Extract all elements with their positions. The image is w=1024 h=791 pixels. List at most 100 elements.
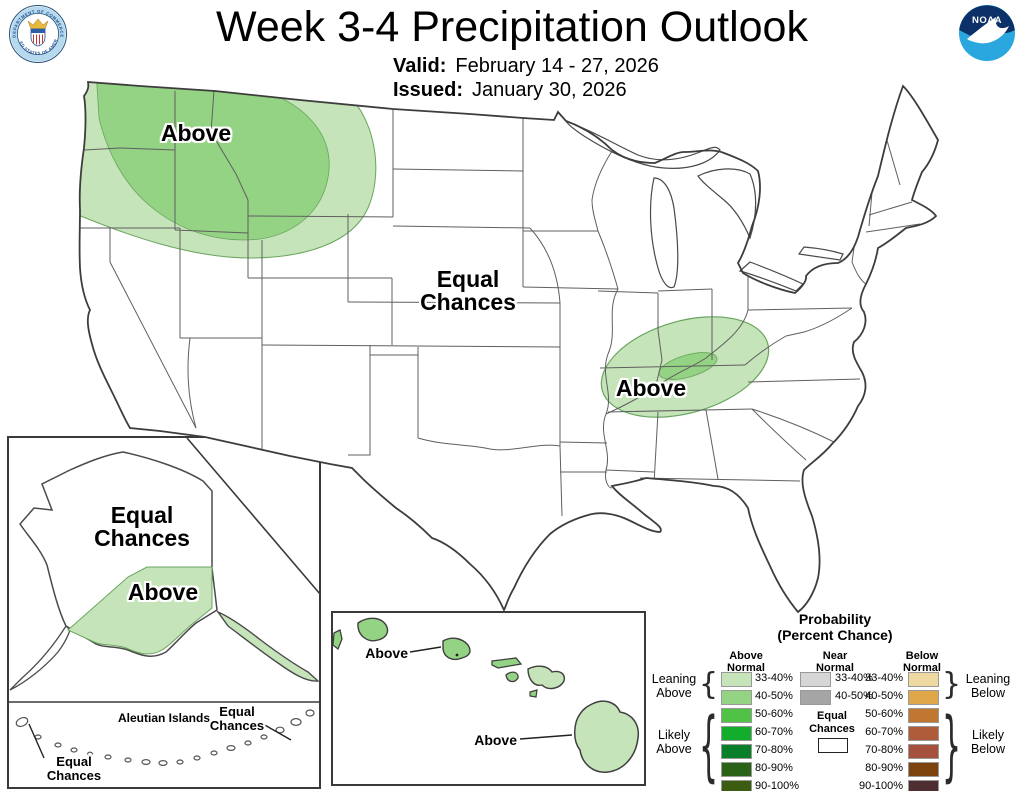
island-oahu [442,637,471,661]
legend-range-above-60-70: 60-70% [755,726,793,738]
legend-swatch-above-90-100 [721,780,752,791]
noaa-logo: NOAA [959,5,1015,61]
lake-huron [697,168,757,240]
aleutian-equal-right-line2: Chances [209,718,265,733]
state-borders [80,90,921,517]
noaa-logo-text: NOAA [972,15,1002,26]
likely-below-line1: Likely [972,728,1004,742]
legend-leaning-above: Leaning Above [648,672,700,700]
hawaii-pointer-big-island [519,734,573,740]
island-maui [527,665,566,690]
legend-swatch-below-80-90 [908,762,939,777]
legend-range-below-33-40: 33-40% [865,672,903,684]
aleutian-islands-chain [15,709,315,766]
legend-range-above-33-40: 33-40% [755,672,793,684]
lake-ontario [797,246,844,261]
probability-legend: Probability (Percent Chance) Above Norma… [648,604,1022,791]
above-header-line1: Above [729,650,763,662]
doc-shield-stripes [33,34,43,45]
alaska-panhandle-above-region [215,610,320,682]
aleutian-equal-left-line2: Chances [46,768,102,783]
island-kahoolawe [529,689,538,698]
legend-equal-line2: Chances [809,723,855,735]
legend-swatch-above-50-60 [721,708,752,723]
brace-likely-above-icon: { [699,703,719,791]
legend-likely-above: Likely Above [648,728,700,756]
conus-map [78,81,939,614]
legend-swatch-above-60-70 [721,726,752,741]
valid-row: Valid: February 14 - 27, 2026 [393,54,659,78]
lake-superior [564,119,721,169]
legend-range-below-40-50: 40-50% [865,690,903,702]
legend-swatch-below-90-100 [908,780,939,791]
legend-swatch-near-33-40 [800,672,831,687]
legend-swatch-above-33-40 [721,672,752,687]
legend-range-above-90-100: 90-100% [755,780,800,791]
label-hawaii-above-big-island: Above [474,732,517,748]
issued-value: January 30, 2026 [472,79,627,101]
doc-shield-icon [30,28,46,47]
hawaii-pointer-oahu [409,646,442,653]
aleutian-equal-left-line1: Equal [56,754,92,769]
alaska-peninsula [9,624,71,691]
legend-range-above-80-90: 80-90% [755,762,793,774]
legend-swatch-above-40-50 [721,690,752,705]
label-alaska-equal-line2: Chances [94,525,190,551]
island-lanai [505,671,519,683]
above-header-line2: Normal [727,662,765,674]
hawaii-inset-frame [331,611,646,786]
below-header-line1: Below [905,650,939,662]
legend-range-below-90-100: 90-100% [858,780,903,791]
label-pnw-above: Above [160,120,232,146]
near-header-line2: Normal [816,662,854,674]
label-central-equal-chances: Equal Chances [388,268,548,314]
legend-near-normal-header: Near Normal [795,650,875,674]
island-niihau [332,629,343,651]
aleutian-pointer-left [28,723,45,759]
legend-range-above-40-50: 40-50% [755,690,793,702]
alaska-above-region [67,566,213,655]
likely-above-line2: Above [656,742,692,756]
conus-coast-outline [78,81,939,614]
island-big-island [574,700,640,773]
legend-range-above-50-60: 50-60% [755,708,793,720]
label-ohio-valley-above: Above [615,375,687,401]
alaska-map-edge [186,437,321,595]
aleutian-equal-right-line1: Equal [219,704,255,719]
legend-title-line2: (Percent Chance) [777,627,893,643]
legend-range-below-50-60: 50-60% [865,708,903,720]
legend-swatch-near-40-50 [800,690,831,705]
label-hawaii-above-oahu: Above [365,645,408,661]
issued-label: Issued: [393,79,464,101]
legend-range-near-33-40: 33-40% [835,672,873,684]
label-alaska-equal-line1: Equal [110,502,174,528]
below-header-line2: Normal [903,662,941,674]
issued-row: Issued: January 30, 2026 [393,78,659,102]
label-alaska-above: Above [127,579,199,605]
label-aleutian-equal-left: Equal Chances [24,755,124,783]
legend-swatch-above-80-90 [721,762,752,777]
label-central-equal-line2: Chances [420,289,516,315]
legend-equal-chances-box [818,738,848,753]
island-molokai [491,657,523,669]
great-lakes [564,119,844,292]
legend-range-below-80-90: 80-90% [865,762,903,774]
brace-likely-below-icon: } [942,703,962,791]
aleutian-pointer-right [262,723,292,741]
doc-seal-logo: DEPARTMENT OF COMMERCE UNITED STATES OF … [9,5,67,63]
alaska-inset [7,436,321,789]
label-central-equal-line1: Equal [436,266,500,292]
label-alaska-equal-chances: Equal Chances [72,504,212,550]
label-aleutian-equal-right: Equal Chances [187,705,287,733]
legend-swatch-below-70-80 [908,744,939,759]
legend-below-normal-header: Below Normal [882,650,962,674]
page-title: Week 3-4 Precipitation Outlook [216,3,808,51]
leaning-above-line1: Leaning [651,672,697,686]
leaning-below-line1: Leaning [965,672,1011,686]
legend-title-line1: Probability [798,611,872,627]
legend-swatch-below-40-50 [908,690,939,705]
valid-label: Valid: [393,55,447,77]
brace-leaning-below-icon: } [942,667,962,702]
oahu-detail-dot [455,653,459,657]
